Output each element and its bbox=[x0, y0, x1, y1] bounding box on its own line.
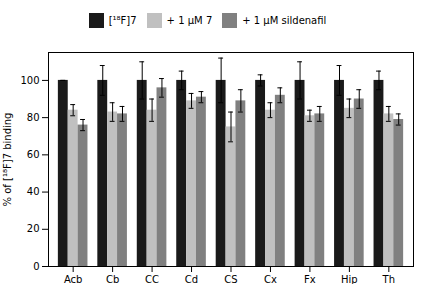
svg-text:100: 100 bbox=[20, 75, 39, 86]
svg-text:Th: Th bbox=[382, 274, 395, 284]
svg-text:0: 0 bbox=[33, 261, 39, 272]
svg-text:Cd: Cd bbox=[185, 274, 198, 284]
svg-text:20: 20 bbox=[27, 223, 40, 234]
svg-text:Cb: Cb bbox=[106, 274, 119, 284]
svg-text:Fx: Fx bbox=[304, 274, 316, 284]
svg-text:Acb: Acb bbox=[64, 274, 83, 284]
svg-text:CS: CS bbox=[224, 274, 237, 284]
svg-text:CC: CC bbox=[145, 274, 159, 284]
svg-text:60: 60 bbox=[27, 149, 40, 160]
svg-text:Hip: Hip bbox=[341, 274, 358, 284]
html-text:+ 1 μM sildenafil: + 1 μM sildenafil bbox=[242, 15, 327, 26]
svg-text:Cx: Cx bbox=[264, 274, 277, 284]
svg-text:% of [¹⁸F]7 binding: % of [¹⁸F]7 binding bbox=[2, 113, 13, 207]
html-text:[¹⁸F]7: [¹⁸F]7 bbox=[108, 15, 137, 26]
html-text:+ 1 μM 7: + 1 μM 7 bbox=[166, 15, 213, 26]
svg-text:80: 80 bbox=[27, 112, 40, 123]
svg-text:40: 40 bbox=[27, 186, 40, 197]
